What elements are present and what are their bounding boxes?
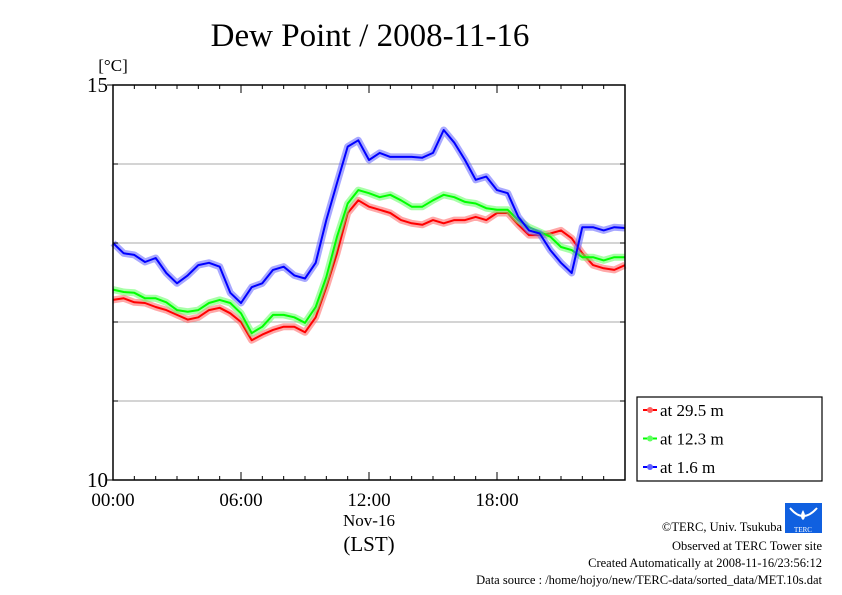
x-tick-label: 18:00 [475,490,518,511]
legend: at 29.5 m at 12.3 m at 1.6 m [636,396,823,482]
copyright: ©TERC, Univ. Tsukuba [662,520,783,534]
series-line-2 [112,129,626,304]
legend-box [636,396,823,482]
y-axis-unit: [°C] [98,56,127,75]
chart-title: Dew Point / 2008-11-16 [211,18,530,54]
legend-swatch-marker [647,464,653,470]
logo-text: TERC [794,526,812,534]
data-source-note: Data source : /home/hojyo/new/TERC-data/… [476,573,822,587]
created-note: Created Automatically at 2008-11-16/23:5… [588,556,822,570]
x-axis-timezone: (LST) [343,532,394,556]
plot-frame [112,84,626,481]
legend-swatch-marker [647,407,653,413]
terc-logo: TERC [785,503,822,534]
legend-swatch-marker [647,435,653,442]
x-axis-date: Nov-16 [343,511,395,530]
legend-label: at 1.6 m [660,458,715,477]
legend-label: at 29.5 m [660,401,724,420]
series-line-1 [112,189,625,335]
observed-note: Observed at TERC Tower site [672,539,822,553]
x-tick-label: 12:00 [347,490,390,511]
x-tick-label: 00:00 [91,490,134,511]
y-tick-label: 10 [87,468,108,492]
x-tick-label: 06:00 [219,490,262,511]
legend-label: at 12.3 m [660,430,724,449]
y-tick-label: 15 [87,73,108,97]
series-band-2 [110,126,626,307]
